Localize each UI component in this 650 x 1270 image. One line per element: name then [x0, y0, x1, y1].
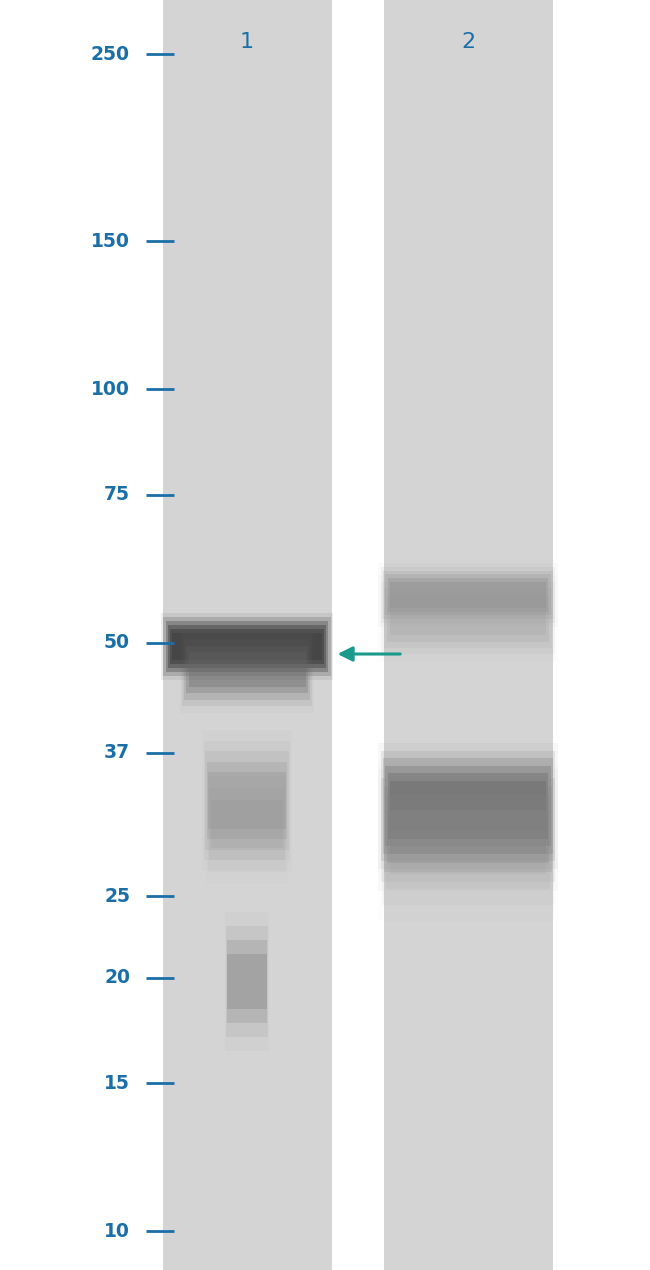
Bar	[211, 800, 283, 847]
Text: 25: 25	[104, 886, 130, 906]
Bar	[172, 634, 322, 660]
Bar	[390, 805, 546, 855]
Bar	[206, 763, 288, 884]
Bar	[378, 563, 558, 627]
Text: 10: 10	[104, 1222, 130, 1241]
Bar	[387, 578, 549, 612]
Bar	[390, 810, 546, 874]
Bar	[203, 740, 291, 860]
Text: 75: 75	[104, 485, 130, 504]
Bar	[384, 0, 552, 1270]
Bar	[225, 912, 270, 1052]
Bar	[384, 588, 552, 648]
Bar	[390, 601, 546, 635]
Text: 50: 50	[104, 634, 130, 653]
Text: 100: 100	[91, 380, 130, 399]
Text: 250: 250	[91, 44, 130, 64]
Bar	[187, 645, 307, 693]
Bar	[387, 796, 549, 864]
Bar	[378, 743, 558, 869]
Bar	[378, 575, 558, 660]
Text: 20: 20	[104, 969, 130, 988]
Bar	[184, 639, 310, 700]
Bar	[182, 632, 312, 706]
Bar	[208, 776, 286, 871]
Bar	[207, 762, 287, 839]
Bar	[381, 566, 555, 624]
Bar	[163, 617, 331, 676]
Bar	[385, 766, 551, 846]
Text: 2: 2	[461, 32, 475, 52]
Text: 150: 150	[91, 231, 130, 250]
Bar	[161, 613, 333, 679]
Bar	[226, 926, 268, 1038]
Bar	[208, 772, 286, 828]
Bar	[188, 652, 306, 687]
Bar	[381, 751, 555, 861]
Bar	[390, 781, 546, 832]
Bar	[179, 626, 315, 712]
Bar	[386, 795, 550, 889]
Bar	[227, 954, 266, 1010]
Bar	[383, 570, 553, 620]
Bar	[168, 625, 326, 668]
Bar	[381, 582, 555, 654]
Bar	[385, 574, 551, 616]
Bar	[170, 629, 324, 664]
Text: 15: 15	[104, 1073, 130, 1092]
Bar	[387, 594, 549, 641]
Bar	[378, 768, 558, 890]
Bar	[387, 773, 549, 838]
Bar	[202, 730, 292, 871]
Bar	[166, 621, 328, 672]
Bar	[227, 940, 268, 1024]
Bar	[382, 779, 554, 906]
Bar	[384, 787, 552, 872]
Text: 37: 37	[104, 743, 130, 762]
Bar	[383, 758, 553, 853]
Bar	[381, 777, 555, 881]
Bar	[205, 751, 289, 850]
Bar	[209, 787, 285, 860]
Bar	[378, 763, 558, 921]
Text: 1: 1	[240, 32, 254, 52]
Bar	[162, 0, 332, 1270]
Bar	[390, 582, 546, 608]
